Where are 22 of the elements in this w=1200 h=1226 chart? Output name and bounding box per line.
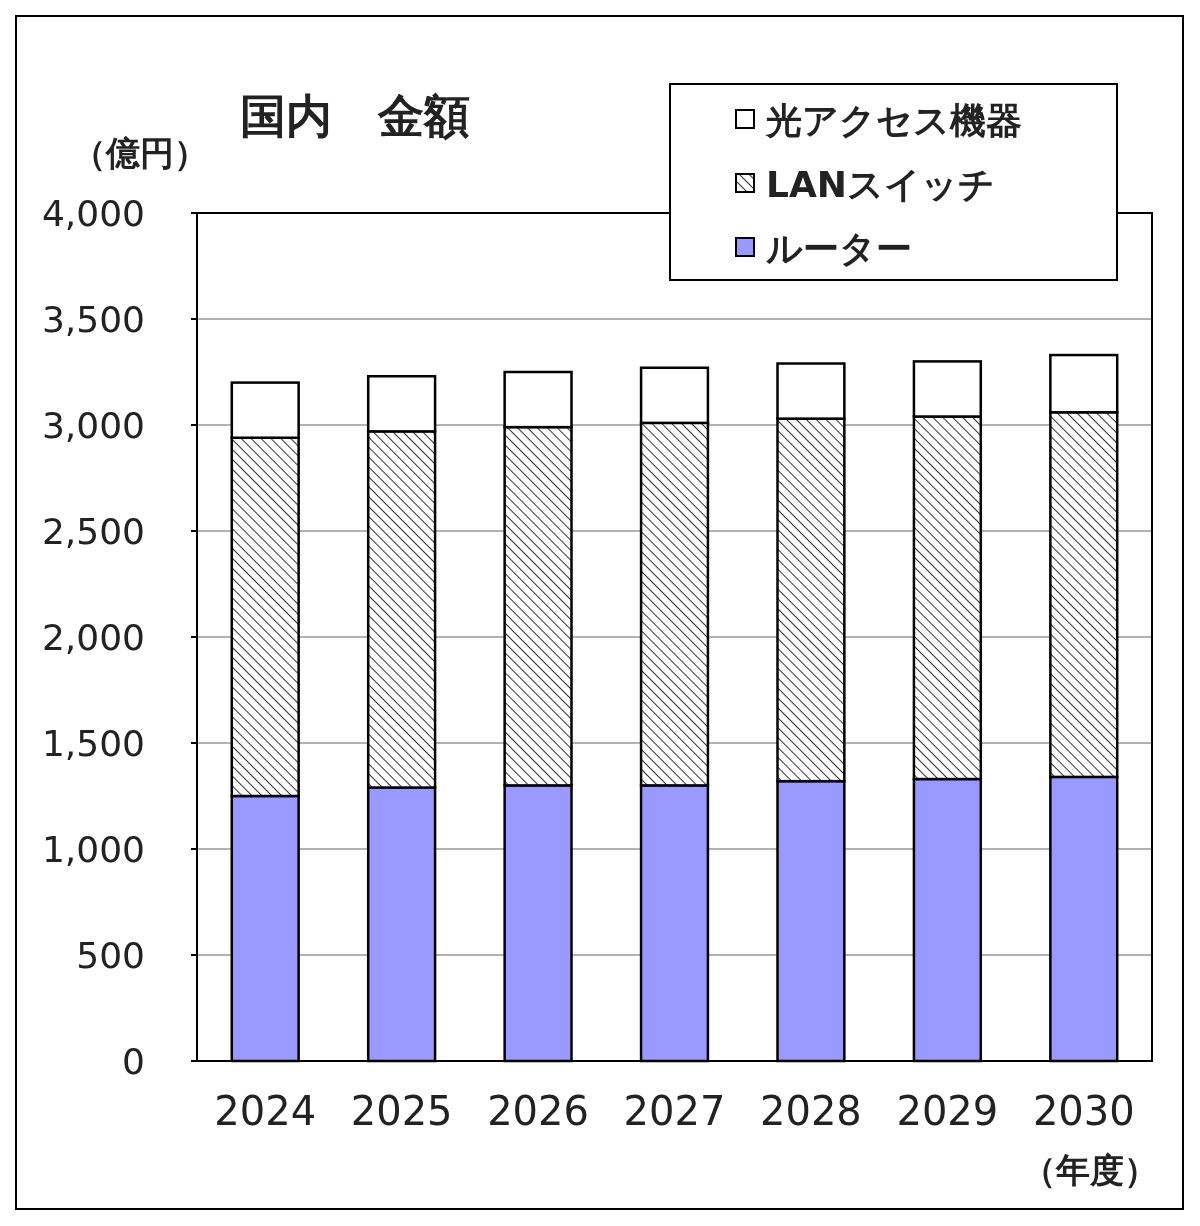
y-tick-label: 0	[122, 1041, 145, 1082]
y-tick-label: 2,500	[41, 511, 145, 552]
x-tick-label: 2027	[623, 1088, 726, 1134]
y-tick-label: 3,500	[41, 299, 145, 340]
y-tick-label: 1,500	[41, 723, 145, 764]
legend-label: LANスイッチ	[766, 164, 995, 205]
x-tick-label: 2024	[214, 1088, 317, 1134]
x-axis-title: （年度）	[1022, 1150, 1158, 1190]
y-tick-label: 2,000	[41, 617, 145, 658]
y-axis-title: （億円）	[72, 133, 208, 173]
chart-title: 国内 金額	[240, 89, 470, 143]
y-tick-label: 500	[76, 935, 145, 976]
y-tick-label: 3,000	[41, 405, 145, 446]
x-tick-label: 2026	[487, 1088, 589, 1134]
x-tick-label: 2025	[350, 1088, 453, 1134]
legend-label: ルーター	[766, 228, 912, 269]
x-tick-label: 2030	[1032, 1088, 1135, 1134]
x-tick-label: 2029	[896, 1088, 999, 1134]
x-tick-label: 2028	[760, 1088, 862, 1134]
y-tick-label: 4,000	[41, 193, 145, 234]
legend-label: 光アクセス機器	[764, 100, 1022, 141]
y-tick-label: 1,000	[41, 829, 145, 870]
